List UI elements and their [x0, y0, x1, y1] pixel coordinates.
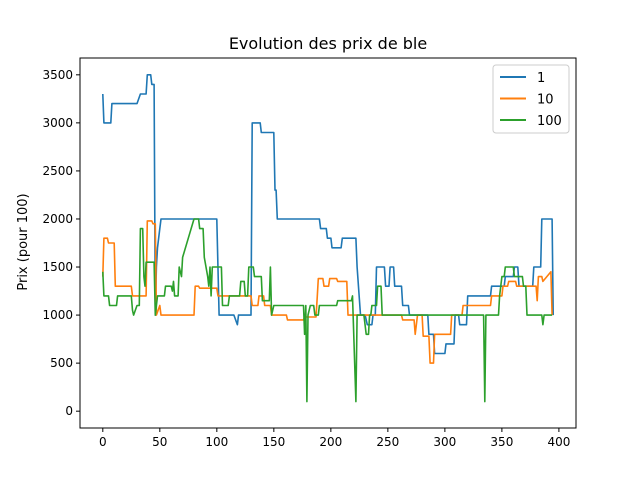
x-tick-label: 300: [433, 435, 456, 449]
x-tick-label: 50: [152, 435, 167, 449]
y-tick-label: 1500: [42, 260, 73, 274]
y-axis-label: Prix (pour 100): [16, 193, 31, 290]
y-axis: 0 500 1000 1500 2000 2500 3000 3500: [42, 68, 80, 418]
legend-label: 1: [537, 71, 545, 86]
plot-frame: [79, 57, 577, 429]
chart-title: Evolution des prix de ble: [229, 34, 427, 53]
y-tick-label: 0: [65, 404, 73, 418]
y-tick-label: 500: [50, 356, 73, 370]
series-line-100: [102, 218, 553, 403]
plot-area: [102, 74, 554, 403]
series-line-1: [102, 74, 554, 355]
series-line-10: [102, 220, 553, 364]
x-tick-label: 400: [547, 435, 570, 449]
y-tick-label: 3500: [42, 68, 73, 82]
x-tick-label: 350: [490, 435, 513, 449]
legend-box: [492, 64, 570, 134]
legend: 1 10 100: [492, 64, 570, 134]
legend-label: 10: [537, 93, 554, 108]
x-axis: 0 50 100 150 200 250 300 350 400: [99, 428, 570, 449]
x-tick-label: 0: [99, 435, 107, 449]
legend-label: 100: [537, 114, 562, 129]
y-tick-label: 2500: [42, 164, 73, 178]
x-tick-label: 100: [205, 435, 228, 449]
x-tick-label: 150: [262, 435, 285, 449]
y-tick-label: 3000: [42, 116, 73, 130]
x-tick-label: 250: [376, 435, 399, 449]
y-tick-label: 2000: [42, 212, 73, 226]
x-tick-label: 200: [319, 435, 342, 449]
y-tick-label: 1000: [42, 308, 73, 322]
